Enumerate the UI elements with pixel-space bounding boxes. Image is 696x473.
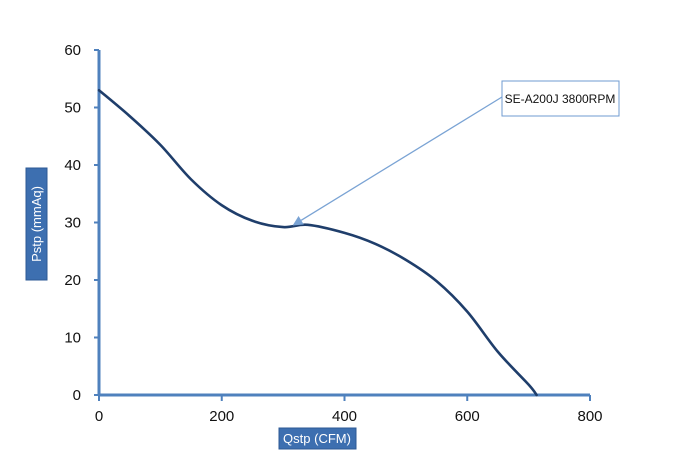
y-axis-title-box (25, 167, 48, 281)
x-axis-title-box (278, 427, 357, 450)
x-axis-title: Qstp (CFM) (278, 427, 357, 450)
y-axis-title-text: Pstp (mmAq) (29, 186, 44, 262)
annotation-arrow (300, 96, 503, 221)
x-tick-label: 400 (332, 408, 357, 425)
x-tick-label: 200 (209, 408, 234, 425)
series-line (97, 88, 538, 397)
y-tick-label: 30 (64, 215, 81, 232)
x-tick-label: 800 (577, 408, 602, 425)
annotation: SE-A200J 3800RPM (292, 80, 620, 226)
annotation-arrowhead (292, 216, 304, 226)
annotation-label: SE-A200J 3800RPM (505, 92, 616, 106)
y-tick-label: 20 (64, 272, 81, 289)
y-tick-label: 50 (64, 100, 81, 117)
y-tick-label: 10 (64, 330, 81, 347)
x-tick-label: 600 (455, 408, 480, 425)
y-tick-label: 0 (73, 387, 81, 404)
x-tick-label: 0 (95, 408, 103, 425)
y-axis-title: Pstp (mmAq) (25, 167, 48, 281)
y-tick-label: 60 (64, 42, 81, 59)
y-axis-ticks: 0 10 20 30 40 50 60 (64, 42, 99, 404)
annotation-box (501, 80, 620, 117)
x-axis-ticks: 0 200 400 600 800 (95, 395, 603, 425)
x-axis-title-text: Qstp (CFM) (283, 431, 351, 446)
y-tick-label: 40 (64, 157, 81, 174)
